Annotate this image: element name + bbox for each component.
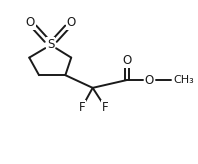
Text: O: O bbox=[122, 54, 131, 67]
Text: S: S bbox=[47, 38, 54, 51]
Text: F: F bbox=[79, 101, 85, 114]
Text: O: O bbox=[145, 73, 154, 87]
Text: O: O bbox=[67, 16, 76, 29]
Text: CH₃: CH₃ bbox=[174, 75, 194, 85]
Text: F: F bbox=[102, 101, 109, 114]
Text: O: O bbox=[26, 16, 35, 29]
